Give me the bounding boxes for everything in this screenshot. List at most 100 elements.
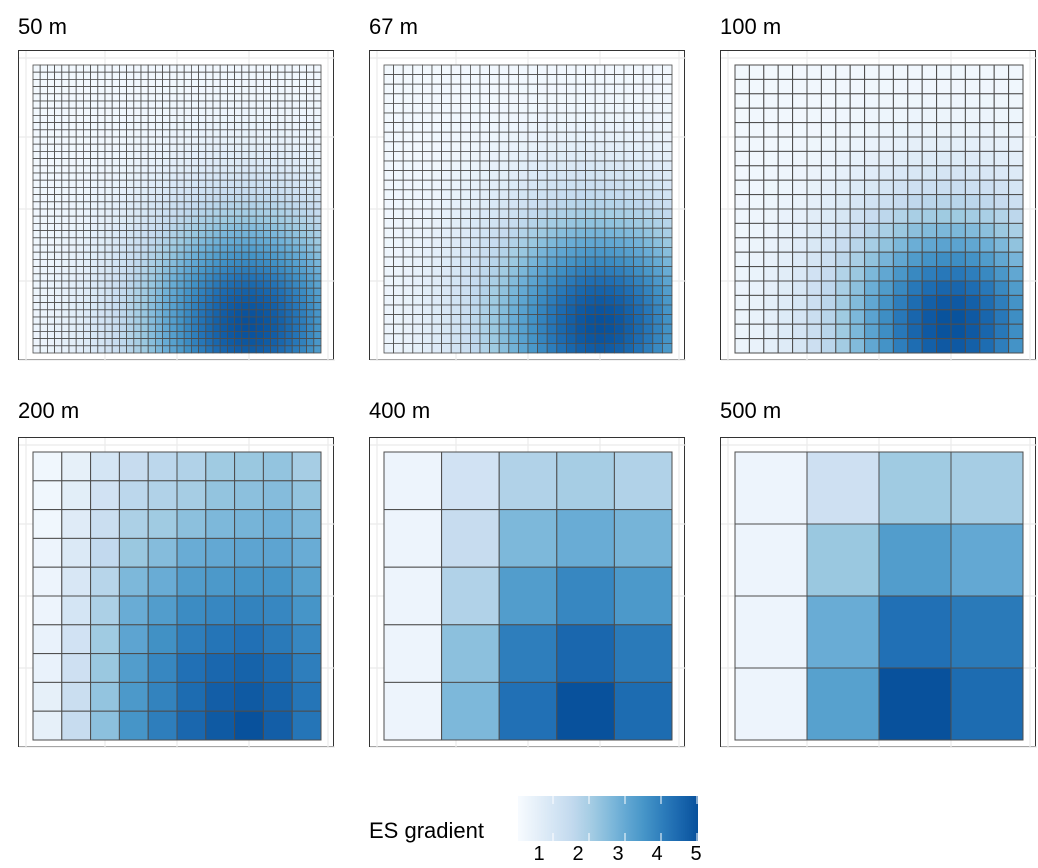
heatmap-cell	[734, 107, 750, 124]
heatmap-cell	[154, 302, 163, 311]
heatmap-cell	[412, 314, 423, 325]
heatmap-cell	[169, 115, 178, 124]
heatmap-cell	[498, 208, 510, 220]
heatmap-cell	[255, 251, 264, 260]
heatmap-cell	[313, 244, 322, 253]
heatmap-cell	[241, 208, 250, 217]
heatmap-cell	[537, 103, 548, 114]
heatmap-cell	[565, 314, 577, 325]
heatmap-cell	[83, 64, 92, 73]
heatmap-cell	[993, 93, 1010, 109]
heatmap-cell	[75, 86, 84, 95]
heatmap-cell	[270, 143, 279, 152]
heatmap-cell	[734, 208, 750, 224]
heatmap-cell	[154, 165, 163, 174]
heatmap-cell	[402, 218, 414, 229]
heatmap-cell	[234, 451, 264, 482]
heatmap-cell	[306, 309, 315, 318]
heatmap-cell	[183, 143, 192, 152]
heatmap-cell	[219, 302, 228, 311]
heatmap-cell	[277, 86, 286, 95]
heatmap-cell	[298, 107, 307, 116]
heatmap-cell	[313, 64, 322, 73]
heatmap-cell	[777, 64, 794, 80]
heatmap-cell	[255, 230, 264, 239]
heatmap-cell	[479, 151, 491, 162]
heatmap-cell	[806, 208, 822, 224]
heatmap-cell	[97, 93, 106, 102]
heatmap-cell	[111, 71, 120, 80]
heatmap-cell	[262, 129, 271, 138]
heatmap-cell	[921, 107, 938, 124]
heatmap-cell	[248, 258, 257, 267]
heatmap-cell	[97, 338, 106, 347]
heatmap-cell	[864, 222, 880, 239]
heatmap-cell	[950, 208, 966, 224]
heatmap-cell	[470, 93, 481, 104]
heatmap-cell	[393, 103, 404, 114]
heatmap-cell	[298, 172, 307, 181]
heatmap-cell	[119, 237, 128, 246]
heatmap-cell	[565, 285, 577, 296]
heatmap-cell	[470, 122, 481, 133]
heatmap-cell	[270, 237, 279, 246]
heatmap-cell	[205, 653, 236, 683]
heatmap-cell	[111, 143, 120, 152]
heatmap-cell	[241, 179, 250, 188]
colorbar-tick-4: 4	[651, 843, 663, 865]
heatmap-cell	[306, 280, 315, 289]
heatmap-cell	[205, 309, 214, 318]
heatmap-cell	[450, 122, 462, 133]
heatmap-cell	[183, 316, 192, 325]
heatmap-cell	[431, 131, 443, 143]
heatmap-cell	[255, 194, 264, 203]
heatmap-cell	[169, 143, 178, 152]
heatmap-cell	[147, 201, 156, 210]
heatmap-cell	[633, 151, 644, 162]
heatmap-cell	[255, 165, 264, 174]
heatmap-cell	[422, 141, 433, 152]
heatmap-cell	[291, 244, 300, 253]
panel-plot-area	[370, 51, 686, 361]
heatmap-cell	[508, 314, 519, 325]
heatmap-cell	[661, 160, 673, 172]
heatmap-cell	[291, 681, 322, 712]
heatmap-cell	[90, 309, 99, 318]
heatmap-cell	[270, 323, 279, 332]
heatmap-cell	[806, 338, 822, 354]
heatmap-cell	[219, 151, 228, 160]
heatmap-cell	[964, 294, 981, 311]
heatmap-cell	[61, 158, 70, 167]
heatmap-cell	[585, 266, 596, 277]
heatmap-cell	[820, 237, 837, 253]
heatmap-cell	[39, 330, 48, 339]
heatmap-cell	[75, 302, 84, 311]
heatmap-cell	[212, 186, 221, 195]
heatmap-cell	[198, 302, 207, 311]
heatmap-cell	[198, 338, 207, 347]
heatmap-cell	[613, 624, 673, 683]
heatmap-cell	[219, 266, 228, 275]
heatmap-cell	[734, 179, 750, 196]
heatmap-cell	[661, 198, 673, 210]
heatmap-cell	[517, 294, 529, 306]
heatmap-cell	[133, 151, 142, 160]
heatmap-cell	[633, 237, 644, 248]
heatmap-cell	[748, 136, 765, 152]
heatmap-cell	[546, 294, 558, 306]
heatmap-cell	[32, 273, 41, 282]
heatmap-cell	[162, 244, 171, 253]
heatmap-cell	[61, 302, 70, 311]
heatmap-cell	[198, 330, 207, 339]
heatmap-cell	[291, 509, 322, 539]
heatmap-cell	[183, 302, 192, 311]
heatmap-cell	[61, 251, 70, 260]
heatmap-cell	[226, 266, 235, 275]
heatmap-cell	[39, 172, 48, 181]
heatmap-cell	[412, 93, 423, 104]
heatmap-cell	[90, 194, 99, 203]
heatmap-cell	[450, 218, 462, 229]
heatmap-cell	[104, 143, 113, 152]
heatmap-cell	[162, 100, 171, 109]
heatmap-cell	[270, 280, 279, 289]
